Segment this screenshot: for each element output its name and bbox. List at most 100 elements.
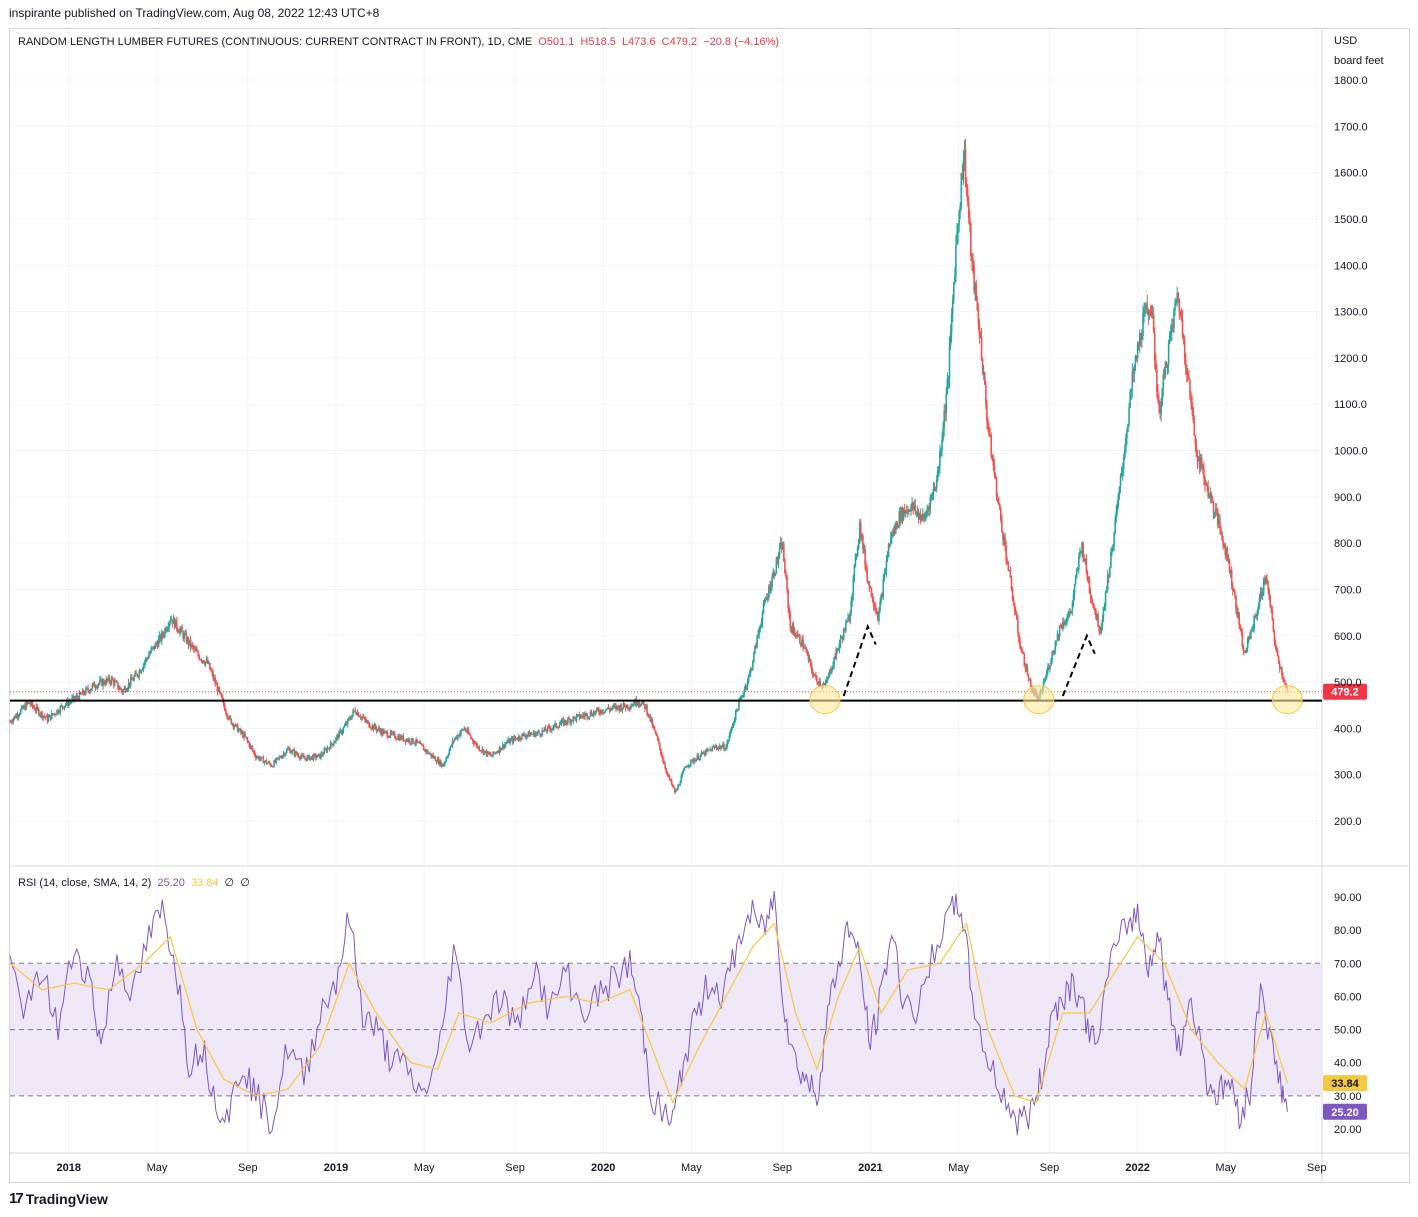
candle-body (494, 752, 497, 754)
candle-body (336, 735, 338, 738)
chart-frame[interactable] (9, 28, 1410, 1183)
candle-body (512, 737, 515, 743)
candle-body (1049, 665, 1051, 670)
candle-body (807, 653, 810, 661)
candle-body (451, 740, 454, 746)
candle-body (794, 635, 797, 637)
rsi-line (9, 891, 1288, 1135)
candle-body (1240, 629, 1243, 632)
candle-body (352, 710, 354, 715)
candle-body (1005, 546, 1007, 561)
candle-body (14, 716, 17, 718)
candle-body (1117, 493, 1120, 506)
candle-body (85, 688, 87, 695)
candle-body (946, 379, 949, 394)
candle-body (1099, 631, 1102, 634)
candle-body (803, 647, 805, 649)
candle-body (1262, 578, 1265, 594)
candle-body (138, 670, 141, 677)
candle-body (1084, 558, 1087, 561)
candle-body (680, 776, 683, 783)
candle-body (772, 571, 774, 578)
candle-body (402, 735, 405, 741)
candle-body (1226, 548, 1229, 557)
candle-body (903, 509, 906, 514)
candle-body (839, 637, 842, 644)
candle-body (1241, 631, 1244, 647)
candle-body (178, 631, 180, 634)
candle-body (175, 619, 178, 629)
candle-body (664, 764, 666, 769)
candle-body (182, 631, 184, 639)
candle-body (48, 714, 51, 718)
candle-body (1004, 537, 1006, 547)
candle-body (307, 755, 310, 757)
candle-body (29, 703, 32, 705)
candle-body (273, 760, 275, 767)
candle-body (671, 784, 674, 787)
candle-body (944, 410, 947, 414)
candle-body (1190, 397, 1192, 404)
candle-body (131, 677, 133, 680)
candle-body (584, 714, 586, 717)
candle-body (1056, 633, 1059, 641)
candle-body (547, 726, 550, 728)
candle-body (1258, 597, 1261, 607)
candle-body (537, 731, 539, 733)
candle-body (733, 720, 736, 723)
candle-body (1025, 667, 1028, 669)
candle-body (1229, 569, 1232, 573)
candle-body (160, 632, 163, 641)
candle-body (691, 759, 693, 761)
candle-body (1249, 636, 1251, 639)
candle-body (342, 727, 345, 732)
candle-body (734, 710, 737, 721)
candle-body (358, 716, 361, 718)
candle-body (591, 715, 594, 717)
candle-body (1120, 472, 1123, 477)
candle-body (137, 676, 140, 678)
candle-body (573, 716, 576, 718)
candle-body (973, 265, 975, 292)
candle-body (980, 336, 983, 360)
candle-body (730, 727, 733, 731)
candle-body (738, 700, 740, 711)
candle-body (809, 658, 812, 664)
candle-body (1175, 300, 1177, 304)
candle-body (465, 730, 468, 733)
candle-body (652, 726, 655, 728)
candle-body (796, 634, 799, 637)
candle-body (951, 299, 954, 314)
candle-body (1211, 497, 1214, 501)
candle-body (67, 702, 70, 706)
price-tick-label: 1100.0 (1334, 399, 1367, 411)
candle-body (747, 675, 750, 682)
candle-body (923, 514, 925, 518)
candle-body (835, 648, 838, 659)
candle-body (88, 690, 90, 693)
candle-body (345, 723, 348, 725)
candle-body (325, 749, 328, 752)
candle-body (669, 779, 672, 781)
candle-body (855, 555, 858, 557)
price-tick-label: 1700.0 (1334, 121, 1368, 133)
candle-body (693, 760, 695, 763)
candle-body (93, 682, 96, 688)
rsi-tick-label: 60.00 (1334, 991, 1362, 1003)
candle-body (774, 573, 777, 576)
candle-body (520, 738, 522, 740)
candle-body (100, 679, 102, 681)
candle-body (756, 635, 758, 648)
candle-body (706, 749, 708, 751)
footer-brand[interactable]: 17 TradingView (9, 1190, 108, 1207)
brand-name: TradingView (25, 1190, 108, 1207)
candle-body (266, 763, 269, 765)
candle-body (1268, 588, 1270, 596)
candle-body (615, 705, 617, 709)
candle-body (604, 709, 607, 713)
time-tick-label: May (414, 1162, 435, 1174)
candle-body (804, 648, 807, 650)
candle-body (758, 629, 761, 634)
candle-body (731, 726, 734, 728)
